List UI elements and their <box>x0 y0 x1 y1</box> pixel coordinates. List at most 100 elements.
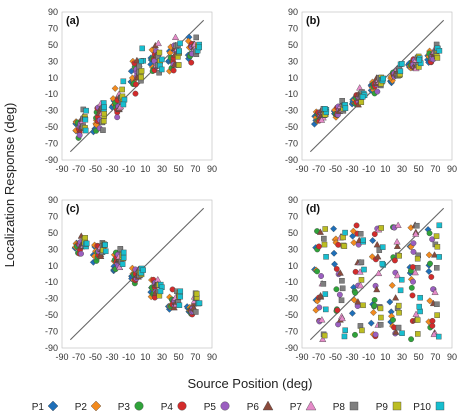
legend-label: P7 <box>290 402 303 413</box>
data-point <box>159 66 165 73</box>
x-tick-label: 90 <box>447 352 457 362</box>
data-point <box>102 242 108 248</box>
y-tick-label: -30 <box>45 294 58 304</box>
series-points <box>72 33 203 141</box>
x-tick-label: -70 <box>72 164 85 174</box>
data-point <box>386 298 394 306</box>
data-point <box>193 290 200 297</box>
y-tick-label: -30 <box>285 106 298 116</box>
x-tick-label: -10 <box>362 164 375 174</box>
y-tick-label: 10 <box>48 261 58 271</box>
data-point <box>177 293 184 300</box>
data-point <box>316 243 322 250</box>
x-tick-label: -50 <box>329 164 342 174</box>
data-point <box>138 68 145 74</box>
y-tick-label: -70 <box>285 327 298 337</box>
data-point <box>409 292 416 299</box>
legend-item: P8 <box>333 401 359 413</box>
data-point <box>83 107 89 114</box>
panel-label: (a) <box>66 15 80 27</box>
x-axis-title: Source Position (deg) <box>187 376 312 391</box>
data-point <box>428 274 435 280</box>
data-point <box>170 67 177 74</box>
data-point <box>338 297 345 304</box>
x-tick-label: -90 <box>295 164 308 174</box>
data-point <box>82 116 89 123</box>
data-point <box>100 127 106 133</box>
data-point <box>435 401 445 411</box>
data-point <box>151 58 158 64</box>
data-point <box>342 327 348 333</box>
data-point <box>83 240 90 247</box>
x-tick-label: 30 <box>397 352 407 362</box>
data-point <box>321 235 327 242</box>
data-point <box>184 37 192 45</box>
x-tick-label: -30 <box>345 352 358 362</box>
data-point <box>335 241 342 248</box>
data-point <box>411 268 419 276</box>
x-tick-label: 10 <box>380 164 390 174</box>
y-tick-label: -70 <box>45 327 58 337</box>
data-point <box>429 236 436 243</box>
data-point <box>82 235 88 241</box>
data-point <box>349 232 357 240</box>
data-point <box>318 316 326 323</box>
data-point <box>342 105 349 111</box>
x-tick-label: 10 <box>140 352 150 362</box>
x-tick-label: 10 <box>140 164 150 174</box>
data-point <box>349 401 359 411</box>
y-tick-label: 30 <box>48 56 58 66</box>
data-point <box>317 291 325 299</box>
data-point <box>377 321 384 328</box>
data-point <box>426 297 434 305</box>
data-point <box>171 33 180 40</box>
y-tick-label: -90 <box>45 155 58 165</box>
x-tick-label: -30 <box>345 164 358 174</box>
data-point <box>322 106 328 112</box>
data-point <box>334 307 341 314</box>
data-point <box>373 285 381 293</box>
x-tick-label: 30 <box>397 164 407 174</box>
data-point <box>410 248 417 255</box>
data-point <box>177 288 184 294</box>
y-tick-label: 10 <box>48 73 58 83</box>
y-tick-label: 70 <box>48 23 58 33</box>
data-point <box>433 233 440 239</box>
data-point <box>388 281 396 289</box>
y-tick-label: 30 <box>288 244 298 254</box>
y-tick-label: -70 <box>45 139 58 149</box>
y-tick-label: -50 <box>45 310 58 320</box>
y-tick-label: 90 <box>288 195 298 205</box>
x-tick-label: 50 <box>174 352 184 362</box>
data-point <box>323 306 329 313</box>
y-tick-label: -50 <box>45 122 58 132</box>
y-tick-label: -70 <box>285 139 298 149</box>
data-point <box>140 267 146 273</box>
data-point <box>416 56 423 63</box>
data-point <box>101 104 107 110</box>
data-point <box>322 226 328 232</box>
data-point <box>396 309 402 316</box>
data-point <box>119 261 126 267</box>
x-tick-label: -10 <box>122 164 135 174</box>
data-point <box>333 266 340 272</box>
legend-item: P3 <box>118 401 144 413</box>
x-tick-label: -10 <box>362 352 375 362</box>
data-point <box>417 308 423 315</box>
data-point <box>414 255 421 262</box>
x-tick-label: 70 <box>430 352 440 362</box>
y-tick-label: 70 <box>288 211 298 221</box>
data-point <box>322 291 329 297</box>
y-tick-label: 50 <box>48 40 58 50</box>
data-point <box>371 231 378 238</box>
legend-label: P9 <box>376 402 389 413</box>
y-tick-label: 90 <box>48 195 58 205</box>
series-points <box>71 232 203 318</box>
data-point <box>318 273 325 279</box>
data-point <box>90 400 102 412</box>
data-point <box>371 297 378 303</box>
data-point <box>357 231 364 237</box>
